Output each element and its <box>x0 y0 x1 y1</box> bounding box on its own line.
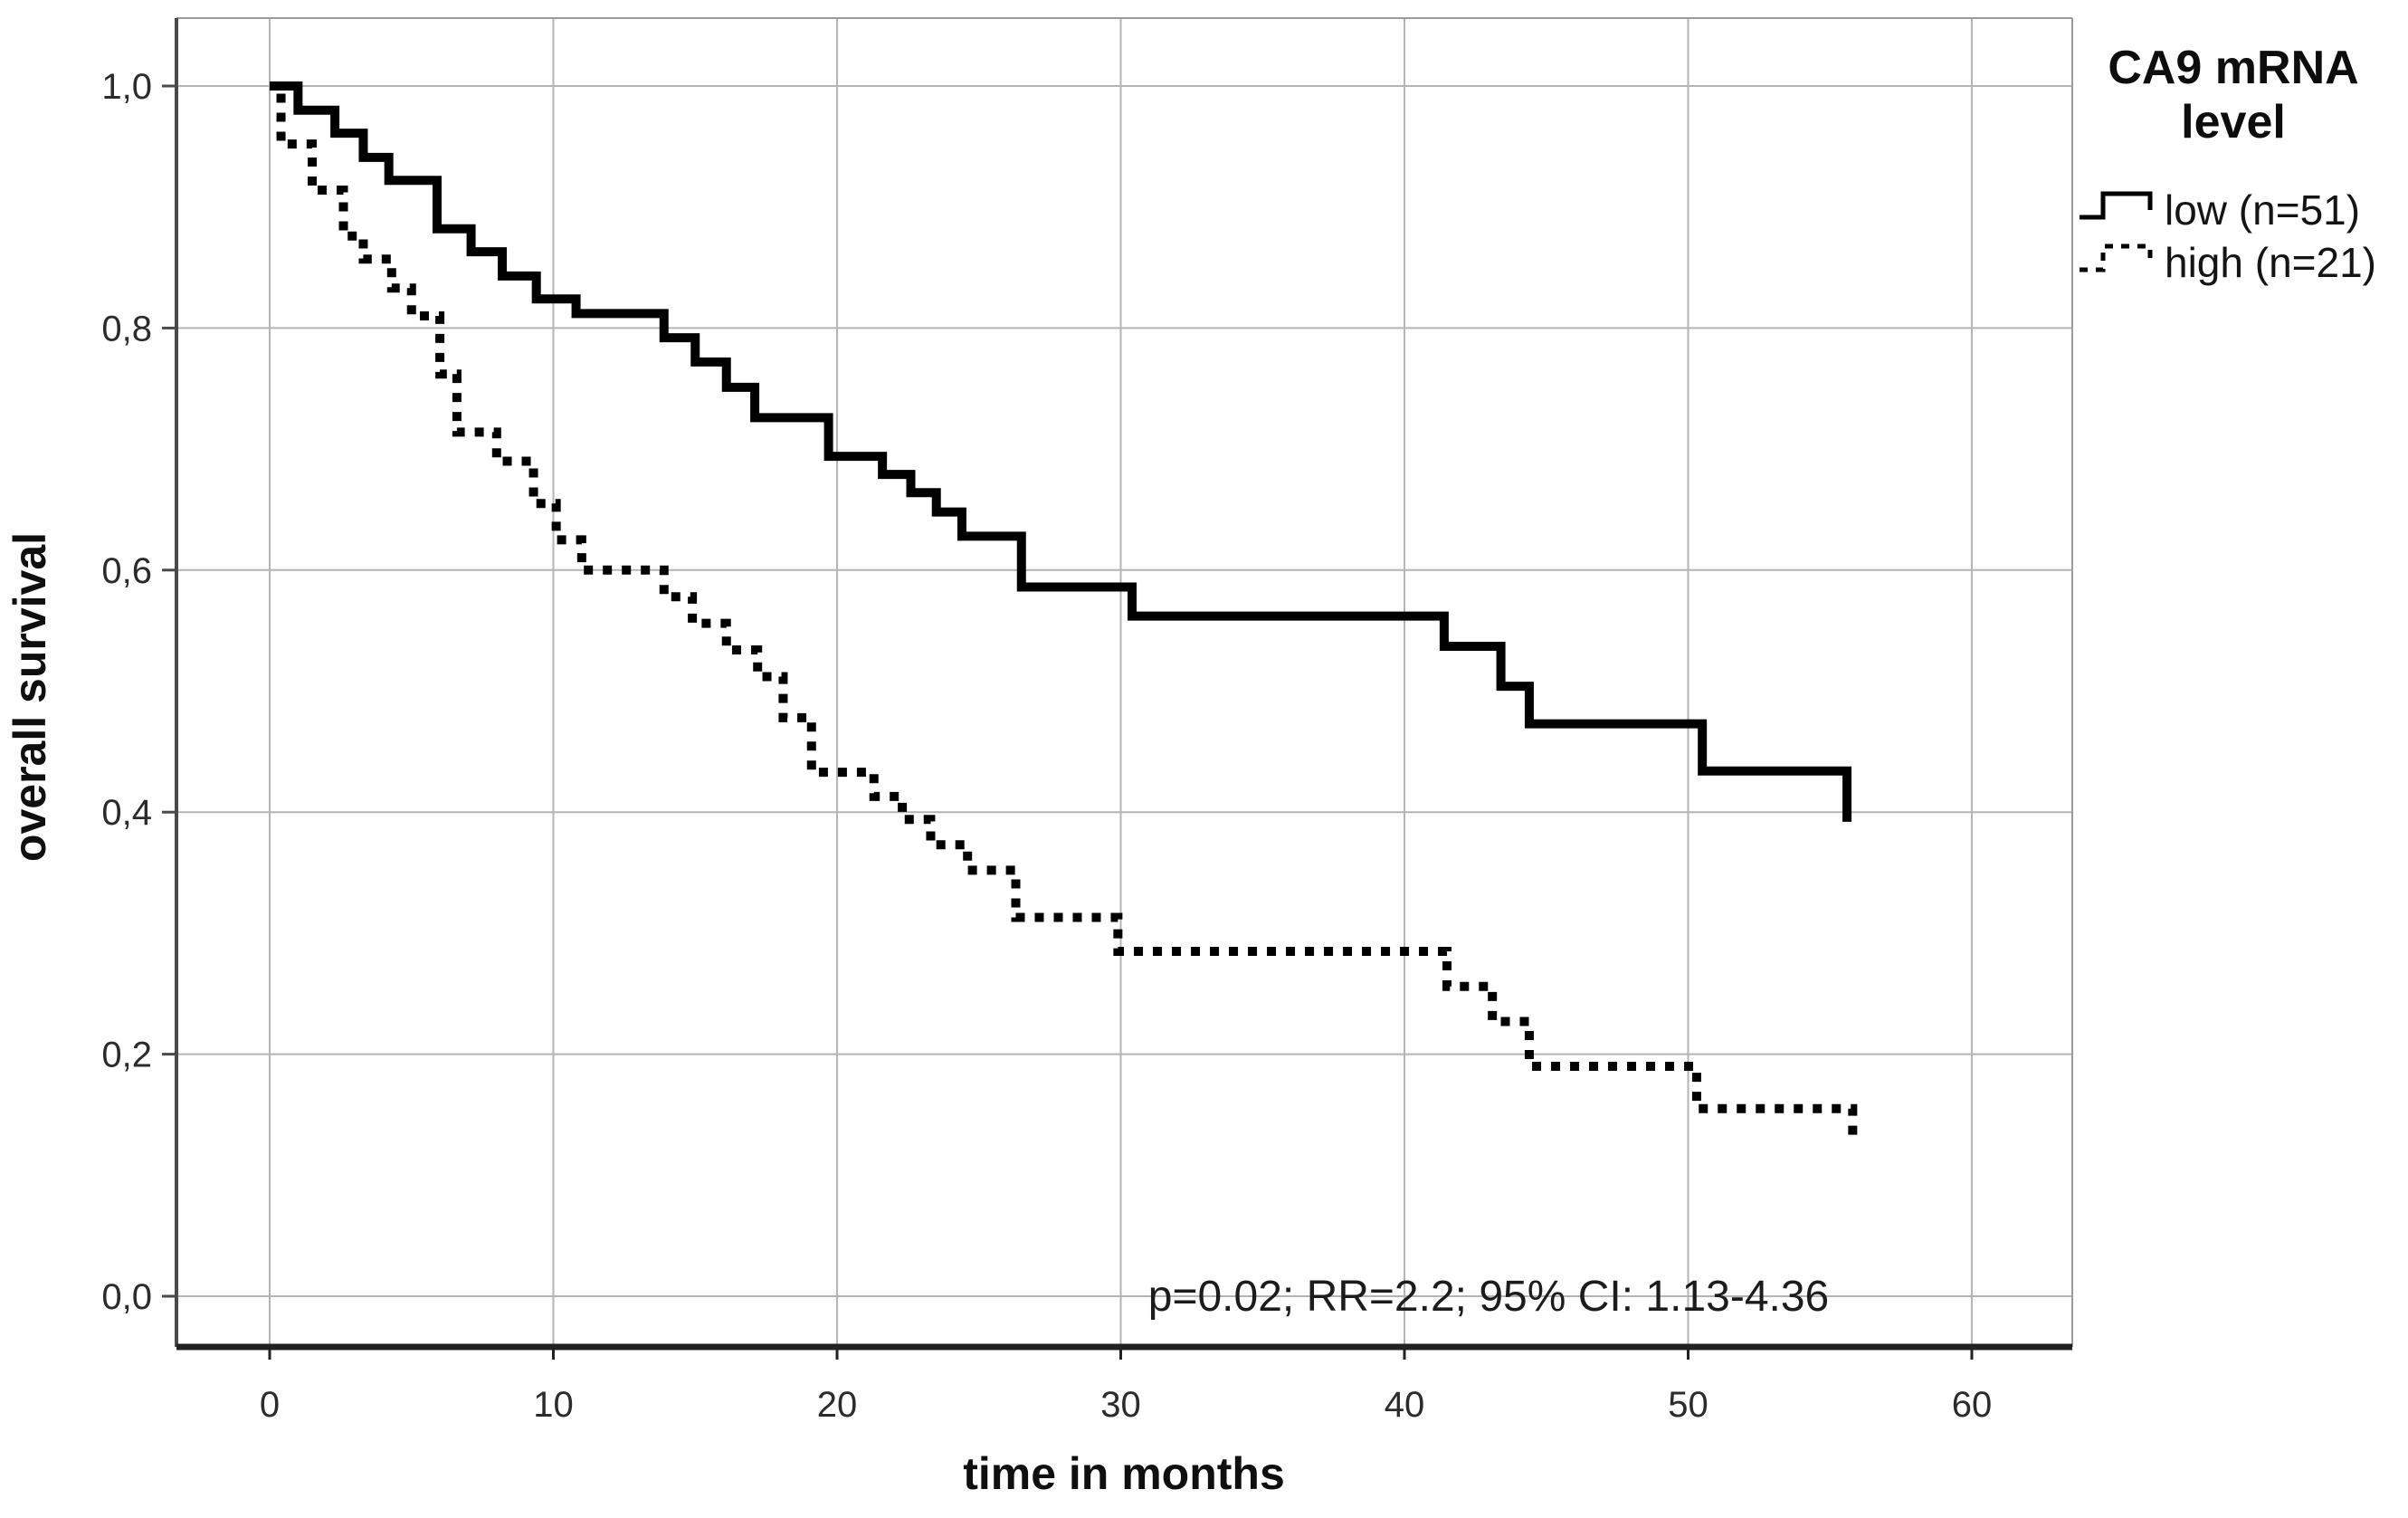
legend: CA9 mRNA level low (n=51) high (n=21) <box>2080 42 2376 286</box>
y-axis-title: overall survival <box>5 532 55 862</box>
legend-label-low: low (n=51) <box>2165 186 2360 234</box>
x-tick-label: 20 <box>817 1385 858 1425</box>
legend-solid-line-icon <box>2080 191 2153 220</box>
plot-area <box>176 18 2072 1347</box>
legend-label-high: high (n=21) <box>2165 239 2376 286</box>
km-curve-low <box>270 81 1852 822</box>
y-tick-label: 0,6 <box>101 551 152 591</box>
x-tick-label: 60 <box>1952 1385 1993 1425</box>
x-tick-label: 50 <box>1668 1385 1708 1425</box>
x-tick-label: 30 <box>1100 1385 1141 1425</box>
survival-curves <box>270 81 1858 1137</box>
legend-dashed-line-icon <box>2080 243 2153 272</box>
legend-title-line2: level <box>2181 96 2286 148</box>
axis-ticks <box>162 84 1974 1360</box>
axis-tick-labels: 1,0 0,8 0,6 0,4 0,2 0,0 0 10 20 30 40 50 60 <box>101 67 1992 1425</box>
y-tick-label: 0,2 <box>101 1036 152 1075</box>
y-tick-label: 1,0 <box>101 67 152 107</box>
gridlines <box>176 18 2072 1347</box>
x-axis-title: time in months <box>963 1448 1285 1499</box>
x-tick-label: 40 <box>1385 1385 1425 1425</box>
km-curve-high <box>270 81 1858 1137</box>
legend-title-line1: CA9 mRNA <box>2108 42 2358 94</box>
y-tick-label: 0,0 <box>101 1277 152 1317</box>
x-tick-label: 0 <box>260 1385 280 1425</box>
stats-annotation: p=0.02; RR=2.2; 95% CI: 1.13-4.36 <box>1148 1273 1829 1321</box>
y-tick-label: 0,8 <box>101 309 152 348</box>
y-tick-label: 0,4 <box>101 793 152 833</box>
x-tick-label: 10 <box>533 1385 574 1425</box>
